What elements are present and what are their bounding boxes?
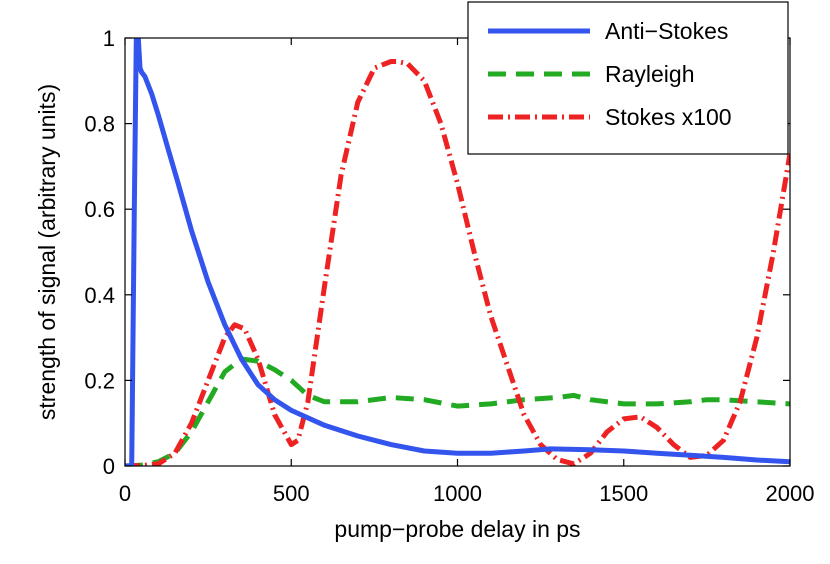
legend-box — [467, 1, 789, 155]
y-tick-label: 0 — [103, 454, 115, 479]
y-tick-label: 0.8 — [84, 112, 115, 137]
series-line-anti-stokes — [125, 38, 790, 466]
legend-label-stokes: Stokes x100 — [605, 104, 732, 130]
y-axis-title: strength of signal (arbitrary units) — [34, 84, 60, 420]
y-tick-label: 1 — [103, 26, 115, 51]
y-tick-label: 0.6 — [84, 197, 115, 222]
x-tick-label: 2000 — [766, 481, 815, 506]
legend-label-anti-stokes: Anti−Stokes — [605, 18, 728, 44]
y-tick-label: 0.4 — [84, 283, 115, 308]
x-tick-label: 1500 — [599, 481, 648, 506]
x-tick-label: 500 — [273, 481, 310, 506]
x-axis-title: pump−probe delay in ps — [334, 516, 580, 542]
x-tick-label: 0 — [119, 481, 131, 506]
series-line-stokes-x100 — [125, 59, 790, 466]
legend-label-rayleigh: Rayleigh — [605, 61, 695, 87]
series-layer — [125, 38, 790, 466]
tick-layer: 0 500 1000 1500 2000 0 0.2 0.4 0.6 0.8 1 — [84, 26, 814, 506]
x-tick-label: 1000 — [433, 481, 482, 506]
legend: Anti−Stokes Rayleigh Stokes x100 — [467, 1, 789, 155]
y-tick-label: 0.2 — [84, 368, 115, 393]
